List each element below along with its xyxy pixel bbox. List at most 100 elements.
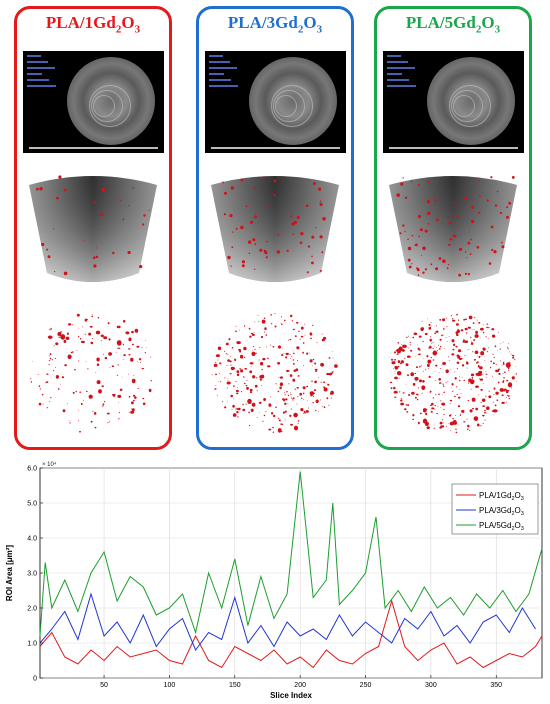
segmented-particles xyxy=(211,312,338,433)
inclusion-dot xyxy=(142,223,145,226)
particle xyxy=(503,388,507,391)
particle xyxy=(407,374,409,377)
inclusion-dot xyxy=(417,274,420,276)
inclusion-dot xyxy=(408,265,412,269)
particle xyxy=(123,354,126,357)
particle xyxy=(288,373,290,375)
particle xyxy=(454,320,456,322)
particle xyxy=(233,385,235,387)
particle xyxy=(41,393,44,396)
particle xyxy=(278,417,280,420)
particle xyxy=(484,419,486,421)
particle xyxy=(476,361,479,364)
particle xyxy=(215,354,220,357)
inclusion-dot xyxy=(440,207,442,209)
particle xyxy=(246,380,248,381)
particle xyxy=(291,320,293,322)
particle xyxy=(390,387,393,390)
particle xyxy=(391,358,393,361)
particle xyxy=(468,382,470,384)
particle xyxy=(398,378,400,379)
particle xyxy=(428,368,430,370)
particle xyxy=(421,327,424,330)
particle xyxy=(471,329,473,331)
particle xyxy=(287,394,289,397)
x-axis-label: Slice Index xyxy=(270,691,312,700)
ct-overlay-info xyxy=(27,55,61,91)
particle xyxy=(510,353,512,355)
particle xyxy=(453,343,456,347)
particle xyxy=(418,353,421,355)
particle xyxy=(259,346,261,348)
inclusion-dot xyxy=(264,251,268,255)
inclusion-dot xyxy=(321,251,324,254)
inclusion-dot xyxy=(311,255,313,258)
particle xyxy=(454,395,456,398)
particle xyxy=(502,361,505,363)
particle xyxy=(128,395,131,398)
particle xyxy=(229,373,232,375)
particle xyxy=(486,326,488,329)
particle xyxy=(49,401,51,402)
particle xyxy=(244,382,246,385)
particle xyxy=(66,332,69,335)
particle xyxy=(417,344,418,345)
series-line xyxy=(39,471,543,637)
particle xyxy=(102,353,104,355)
inclusion-dot xyxy=(311,261,314,265)
particle xyxy=(468,326,471,329)
particle xyxy=(274,325,277,328)
inclusion-dot xyxy=(273,193,276,197)
particle xyxy=(330,390,334,395)
particle xyxy=(310,337,312,340)
inclusion-dot xyxy=(422,246,426,251)
inclusion-dot xyxy=(424,229,428,233)
particle xyxy=(293,425,299,431)
particle xyxy=(55,375,59,379)
y-multiplier: × 10⁴ xyxy=(42,461,57,468)
particle xyxy=(437,406,439,407)
inclusion-dot xyxy=(277,176,279,178)
particle xyxy=(296,346,300,350)
inclusion-dot xyxy=(231,246,234,249)
particle xyxy=(435,330,439,333)
particle xyxy=(394,351,396,354)
particle xyxy=(453,421,457,425)
particle xyxy=(421,320,423,322)
particle xyxy=(106,412,110,415)
ct-cross-section xyxy=(67,57,155,145)
particle xyxy=(98,389,102,394)
particle xyxy=(109,421,110,423)
particle xyxy=(133,375,135,376)
inclusion-dot xyxy=(451,188,453,190)
particle xyxy=(238,410,240,412)
particle xyxy=(441,402,446,406)
particle xyxy=(464,318,467,321)
particle xyxy=(270,314,273,316)
particle xyxy=(400,360,404,364)
inclusion-dot xyxy=(416,267,419,270)
particle xyxy=(71,351,74,353)
x-tick-label: 300 xyxy=(425,682,437,689)
particle xyxy=(480,402,482,403)
particle xyxy=(131,330,134,334)
particle xyxy=(284,410,287,413)
particle xyxy=(76,350,78,351)
particle xyxy=(236,411,239,414)
particle xyxy=(430,325,432,327)
particle xyxy=(290,423,294,426)
particle xyxy=(91,315,94,317)
inclusion-dot xyxy=(466,257,468,259)
particle xyxy=(285,356,288,359)
inclusion-dot xyxy=(319,200,322,203)
particle xyxy=(84,333,86,335)
particle xyxy=(290,408,292,410)
inclusion-dot xyxy=(427,211,431,216)
ct-scale-bar xyxy=(29,147,158,149)
x-tick-label: 200 xyxy=(294,682,306,689)
particle xyxy=(466,418,468,420)
particle xyxy=(292,397,295,399)
inclusion-dot xyxy=(402,177,404,179)
particle xyxy=(132,399,135,402)
particle xyxy=(271,412,274,415)
